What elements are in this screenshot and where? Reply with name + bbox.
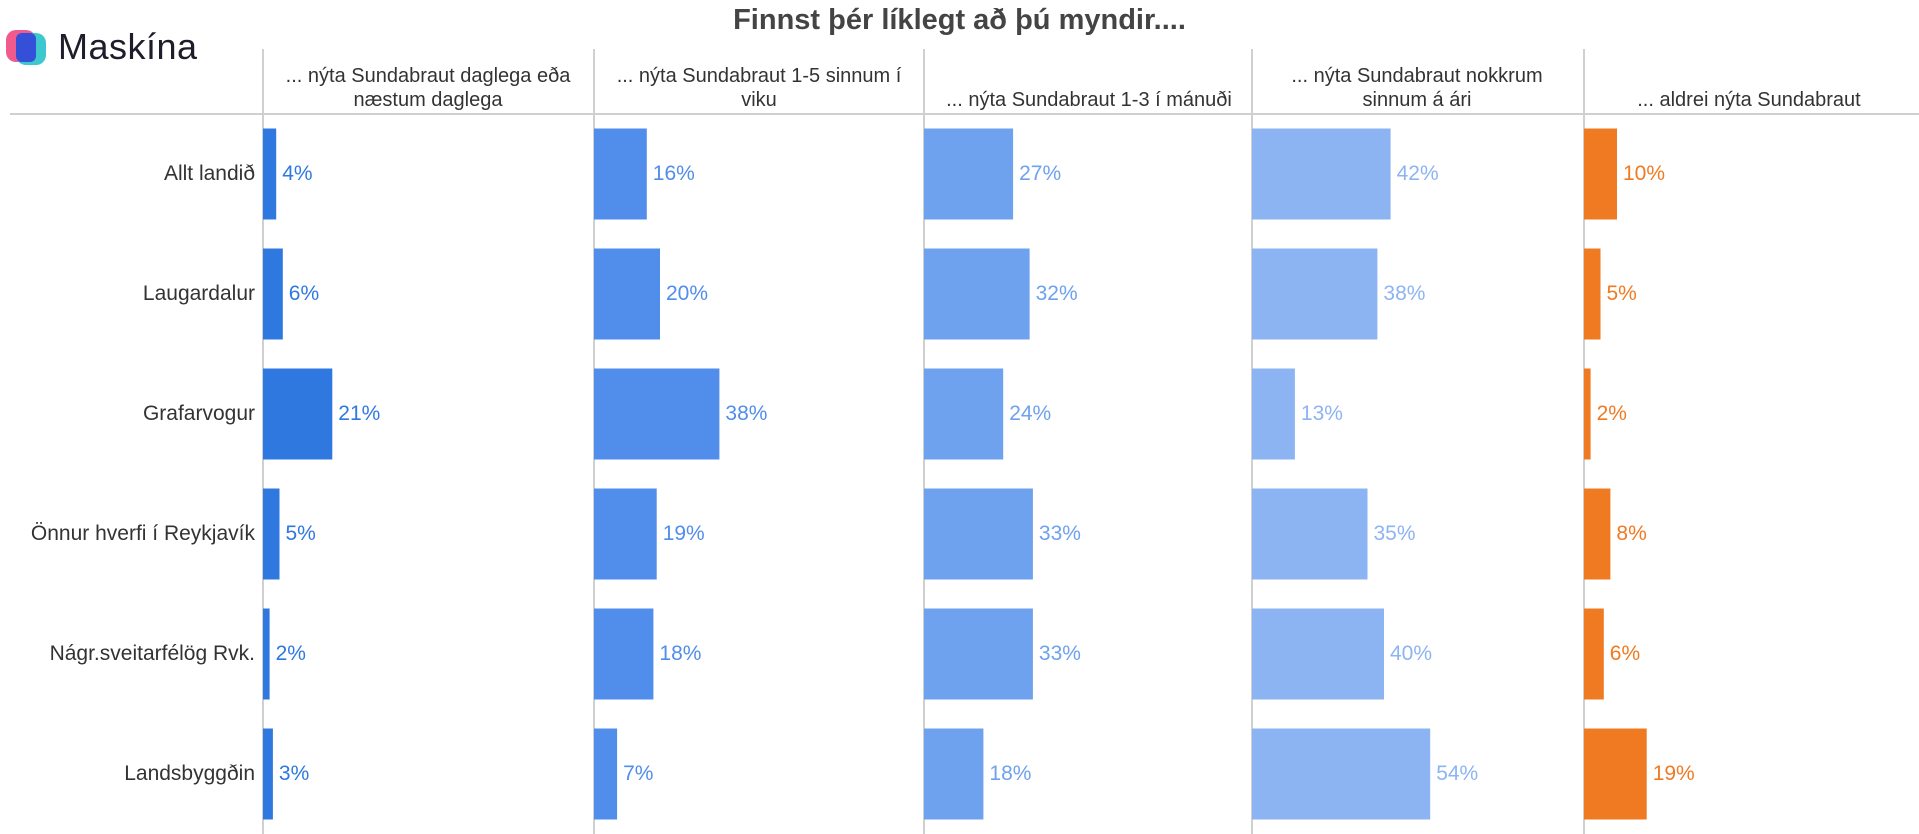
bar bbox=[594, 488, 657, 580]
value-label: 18% bbox=[659, 642, 702, 665]
panel-header: ... aldrei nýta Sundabraut bbox=[1637, 89, 1861, 111]
bar bbox=[1252, 608, 1384, 700]
panel-header: ... nýta Sundabraut 1-5 sinnum í viku bbox=[616, 65, 902, 111]
panel-header: ... nýta Sundabraut nokkrum sinnum á ári bbox=[1291, 65, 1543, 111]
value-label: 19% bbox=[1652, 762, 1695, 785]
value-label: 18% bbox=[989, 762, 1032, 785]
bar bbox=[1584, 488, 1611, 580]
brand-name: Maskína bbox=[58, 26, 198, 67]
logo-shape bbox=[16, 33, 36, 62]
category-label: Allt landið bbox=[163, 162, 255, 185]
value-label: 8% bbox=[1616, 522, 1647, 545]
value-label: 42% bbox=[1396, 162, 1439, 185]
logo-icon bbox=[6, 30, 46, 65]
value-label: 5% bbox=[1606, 282, 1637, 305]
bar bbox=[263, 728, 273, 820]
bar bbox=[263, 128, 277, 220]
bar bbox=[1252, 368, 1295, 460]
bar bbox=[924, 248, 1030, 340]
value-label: 5% bbox=[285, 522, 316, 545]
value-label: 54% bbox=[1436, 762, 1479, 785]
bar bbox=[263, 368, 333, 460]
category-label: Landsbyggðin bbox=[124, 762, 255, 785]
category-label: Laugardalur bbox=[142, 282, 255, 305]
bar bbox=[594, 608, 654, 700]
bar bbox=[594, 128, 647, 220]
value-label: 27% bbox=[1019, 162, 1062, 185]
bar bbox=[924, 728, 984, 820]
bar bbox=[924, 608, 1033, 700]
panel-header: ... nýta Sundabraut 1-3 í mánuði bbox=[946, 89, 1232, 111]
value-label: 32% bbox=[1035, 282, 1078, 305]
value-label: 4% bbox=[282, 162, 313, 185]
value-label: 3% bbox=[278, 762, 310, 785]
bar bbox=[1252, 248, 1378, 340]
value-label: 7% bbox=[623, 762, 654, 785]
chart-title: Finnst þér líklegt að þú myndir.... bbox=[733, 4, 1186, 36]
category-label: Önnur hverfi í Reykjavík bbox=[30, 522, 255, 545]
value-label: 16% bbox=[652, 162, 695, 185]
bar bbox=[1252, 128, 1391, 220]
bar bbox=[594, 368, 720, 460]
bar bbox=[1252, 728, 1431, 820]
value-label: 33% bbox=[1038, 642, 1081, 665]
bar bbox=[1584, 608, 1604, 700]
value-label: 33% bbox=[1038, 522, 1081, 545]
category-label: Grafarvogur bbox=[142, 402, 255, 425]
panel-header: ... nýta Sundabraut daglega eða næstum d… bbox=[285, 65, 571, 111]
bar bbox=[924, 368, 1004, 460]
bar bbox=[263, 248, 283, 340]
bar bbox=[594, 248, 660, 340]
bar bbox=[1584, 248, 1601, 340]
value-label: 10% bbox=[1623, 162, 1666, 185]
value-label: 6% bbox=[1609, 642, 1641, 665]
value-label: 40% bbox=[1390, 642, 1433, 665]
bar bbox=[1584, 128, 1617, 220]
value-label: 19% bbox=[662, 522, 705, 545]
value-label: 2% bbox=[1596, 402, 1627, 425]
bar bbox=[1252, 488, 1368, 580]
value-label: 24% bbox=[1009, 402, 1052, 425]
bar bbox=[924, 128, 1014, 220]
value-label: 13% bbox=[1300, 402, 1343, 425]
bar bbox=[1584, 728, 1647, 820]
bar bbox=[263, 488, 280, 580]
bar bbox=[263, 608, 270, 700]
value-label: 38% bbox=[1383, 282, 1426, 305]
value-label: 20% bbox=[666, 282, 709, 305]
bar bbox=[594, 728, 618, 820]
value-label: 21% bbox=[338, 402, 381, 425]
value-label: 2% bbox=[275, 642, 306, 665]
bar bbox=[924, 488, 1033, 580]
value-label: 6% bbox=[288, 282, 320, 305]
bar bbox=[1584, 368, 1591, 460]
value-label: 35% bbox=[1373, 522, 1416, 545]
value-label: 38% bbox=[725, 402, 768, 425]
category-label: Nágr.sveitarfélög Rvk. bbox=[49, 642, 255, 665]
